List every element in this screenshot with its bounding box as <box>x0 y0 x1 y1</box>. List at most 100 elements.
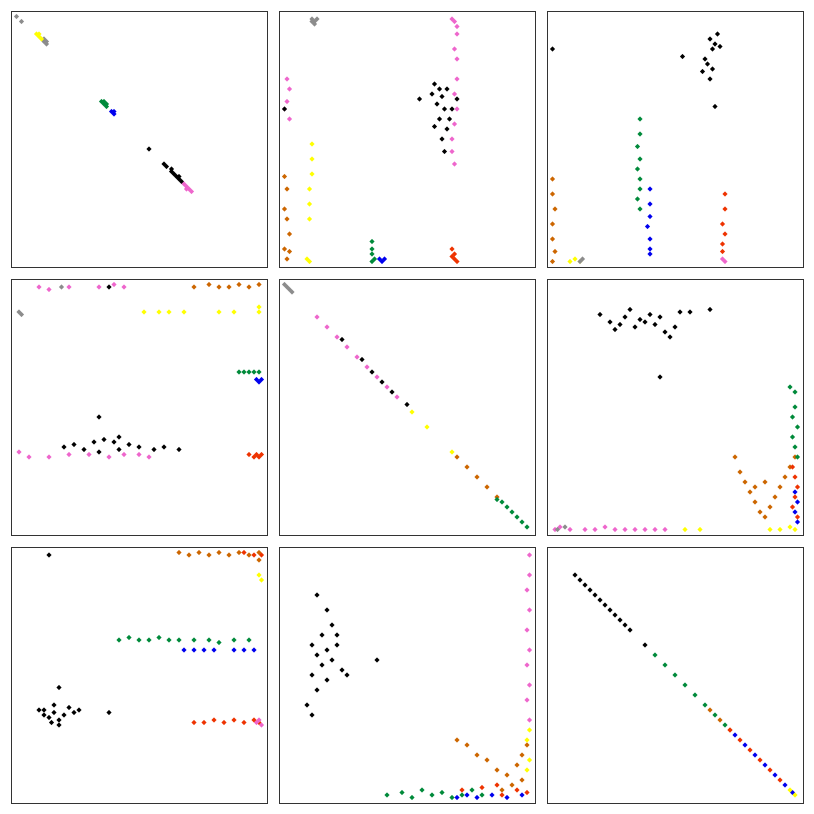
scatter-point-black <box>642 642 648 648</box>
scatter-point-pink <box>449 136 455 142</box>
scatter-point-green <box>449 794 455 801</box>
scatter-point-black <box>334 632 340 638</box>
scatter-panel-r2-c2 <box>279 279 536 536</box>
scatter-point-blue <box>251 647 257 653</box>
scatter-point-black <box>446 116 453 122</box>
scatter-point-red <box>794 484 801 490</box>
scatter-point-orange <box>284 186 290 192</box>
scatter-point-green <box>634 143 641 150</box>
scatter-point-green <box>637 131 643 137</box>
scatter-point-red <box>719 241 726 247</box>
scatter-point-black <box>176 173 182 180</box>
scatter-point-black <box>374 657 380 663</box>
scatter-point-blue <box>211 647 217 653</box>
scatter-point-pink <box>121 451 127 458</box>
scatter-point-black <box>91 439 97 445</box>
scatter-point-gray <box>579 256 586 262</box>
scatter-point-black <box>652 321 658 328</box>
scatter-point-black <box>389 389 395 395</box>
scatter-point-red <box>757 757 763 763</box>
scatter-point-pink <box>451 46 458 52</box>
scatter-point-orange <box>509 782 515 788</box>
scatter-point-yellow <box>409 409 415 415</box>
scatter-point-black <box>657 374 663 380</box>
scatter-point-green <box>166 637 172 643</box>
scatter-point-black <box>597 311 603 318</box>
scatter-point-black <box>444 86 450 92</box>
scatter-point-pink <box>314 314 320 320</box>
scatter-point-pink <box>136 451 142 458</box>
scatter-point-green <box>399 789 405 796</box>
scatter-point-black <box>36 707 42 713</box>
scatter-panel-r1-c2 <box>279 11 536 268</box>
scatter-point-black <box>106 709 112 716</box>
panel-frame <box>547 279 804 536</box>
scatter-point-yellow <box>38 36 45 42</box>
scatter-point-black <box>712 41 718 47</box>
scatter-point-black <box>314 592 320 598</box>
scatter-point-blue <box>241 647 247 653</box>
scatter-point-red <box>727 727 733 733</box>
scatter-point-green <box>794 454 801 460</box>
scatter-point-black <box>709 46 716 52</box>
scatter-point-black <box>379 379 385 385</box>
scatter-point-pink <box>111 281 117 288</box>
scatter-point-orange <box>777 484 783 490</box>
scatter-point-black <box>304 702 310 708</box>
scatter-point-black <box>707 76 713 82</box>
scatter-point-pink <box>526 572 533 578</box>
scatter-point-black <box>339 336 345 343</box>
scatter-point-black <box>549 46 556 52</box>
scatter-point-blue <box>647 246 653 252</box>
scatter-point-pink <box>286 116 293 122</box>
scatter-point-black <box>324 647 330 653</box>
scatter-point-red <box>459 787 465 793</box>
scatter-point-blue <box>111 108 117 115</box>
scatter-point-black <box>627 306 633 313</box>
scatter-point-green <box>369 238 375 245</box>
scatter-point-pink <box>662 526 668 533</box>
scatter-point-orange <box>176 549 182 556</box>
scatter-point-yellow <box>258 577 265 583</box>
scatter-point-orange <box>762 514 768 520</box>
scatter-point-yellow <box>449 449 455 455</box>
scatter-point-red <box>789 464 796 470</box>
panel-frame <box>547 11 804 268</box>
scatter-point-red <box>258 552 265 558</box>
scatter-point-pink <box>454 56 460 62</box>
scatter-point-blue <box>474 794 480 801</box>
scatter-point-black <box>662 329 668 335</box>
scatter-point-pink <box>66 284 72 290</box>
scatter-point-orange <box>742 479 748 485</box>
scatter-point-orange <box>474 752 480 758</box>
scatter-point-pink <box>258 722 265 728</box>
panel-frame <box>279 547 536 804</box>
scatter-point-pink <box>146 454 152 460</box>
scatter-point-yellow <box>309 156 315 162</box>
scatter-point-orange <box>236 549 242 556</box>
scatter-point-gray <box>58 284 65 290</box>
scatter-point-green <box>682 682 688 688</box>
scatter-point-black <box>151 446 157 453</box>
scatter-point-yellow <box>156 309 162 315</box>
scatter-point-black <box>416 96 423 102</box>
scatter-point-black <box>324 607 330 613</box>
scatter-point-yellow <box>256 304 262 310</box>
scatter-point-black <box>46 552 52 558</box>
scatter-point-black <box>116 434 122 440</box>
scatter-point-yellow <box>792 792 798 798</box>
scatter-point-green <box>722 722 728 728</box>
scatter-point-yellow <box>792 526 798 533</box>
scatter-point-orange <box>514 762 520 768</box>
scatter-point-green <box>369 258 375 265</box>
scatter-point-blue <box>454 794 460 801</box>
scatter-point-red <box>191 719 197 726</box>
scatter-point-green <box>369 246 375 252</box>
scatter-point-pink <box>344 344 350 350</box>
scatter-point-blue <box>489 792 495 798</box>
scatter-point-green <box>241 369 247 375</box>
scatter-point-blue <box>792 509 798 515</box>
scatter-point-gray <box>289 289 295 295</box>
scatter-point-black <box>81 446 87 453</box>
scatter-point-blue <box>794 499 801 505</box>
